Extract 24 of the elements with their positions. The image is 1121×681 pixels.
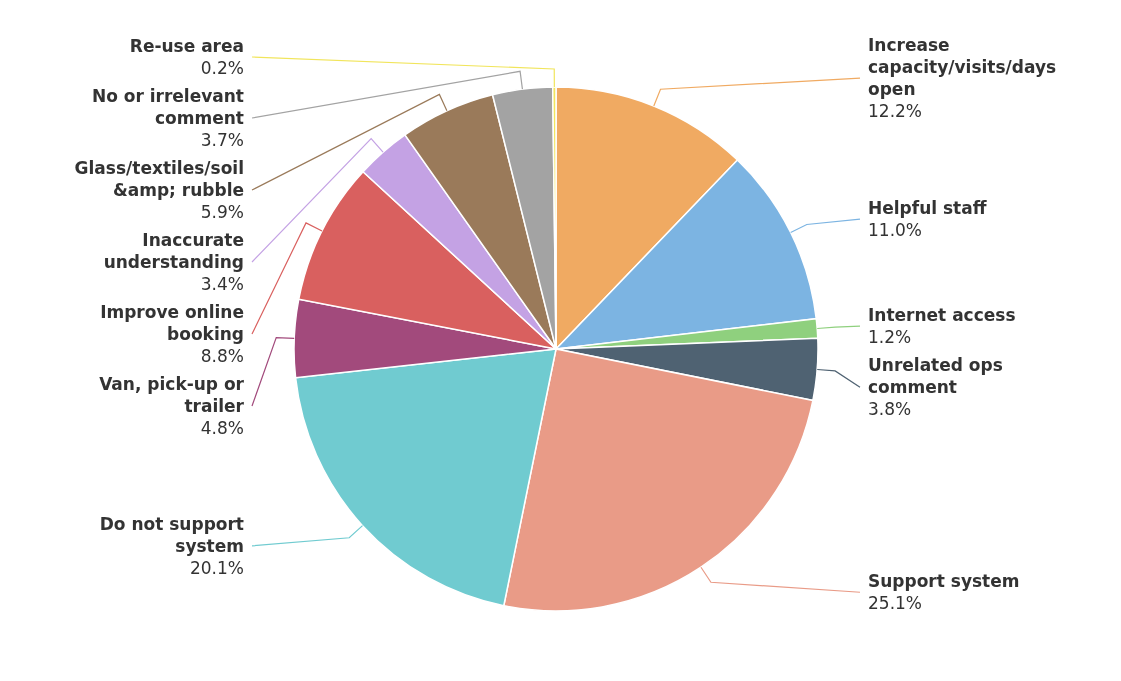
slice-label: Internet access bbox=[868, 305, 1016, 326]
slice-label: Van, pick-up or trailer bbox=[99, 374, 245, 417]
data-label: 1.2% bbox=[868, 327, 912, 348]
slice-label: Re-use area bbox=[129, 36, 244, 57]
slice-label: Increase capacity/visits/days open bbox=[868, 35, 1057, 100]
slice-label: Improve online booking bbox=[100, 302, 244, 345]
slice-label: Support system bbox=[868, 571, 1020, 592]
data-label: 3.8% bbox=[868, 399, 912, 420]
data-label: 3.4% bbox=[200, 274, 244, 295]
data-label: 4.8% bbox=[200, 418, 244, 439]
slice-label: Helpful staff bbox=[868, 198, 987, 219]
data-label: 8.8% bbox=[200, 346, 244, 367]
slice-label: Glass/textiles/soil &amp; rubble bbox=[74, 158, 244, 201]
data-label: 12.2% bbox=[868, 101, 923, 122]
slice-label: Inaccurate understanding bbox=[103, 230, 244, 273]
data-label: 0.2% bbox=[200, 58, 244, 79]
data-label: 5.9% bbox=[200, 202, 244, 223]
data-label: 20.1% bbox=[189, 557, 244, 578]
slice-label: Do not support system bbox=[99, 513, 244, 556]
data-label: 25.1% bbox=[868, 593, 923, 614]
data-label: 11.0% bbox=[868, 220, 923, 241]
slice-label: No or irrelevant comment bbox=[91, 86, 244, 129]
data-label: 3.7% bbox=[200, 130, 244, 151]
slice-label: Unrelated ops comment bbox=[868, 355, 1003, 398]
